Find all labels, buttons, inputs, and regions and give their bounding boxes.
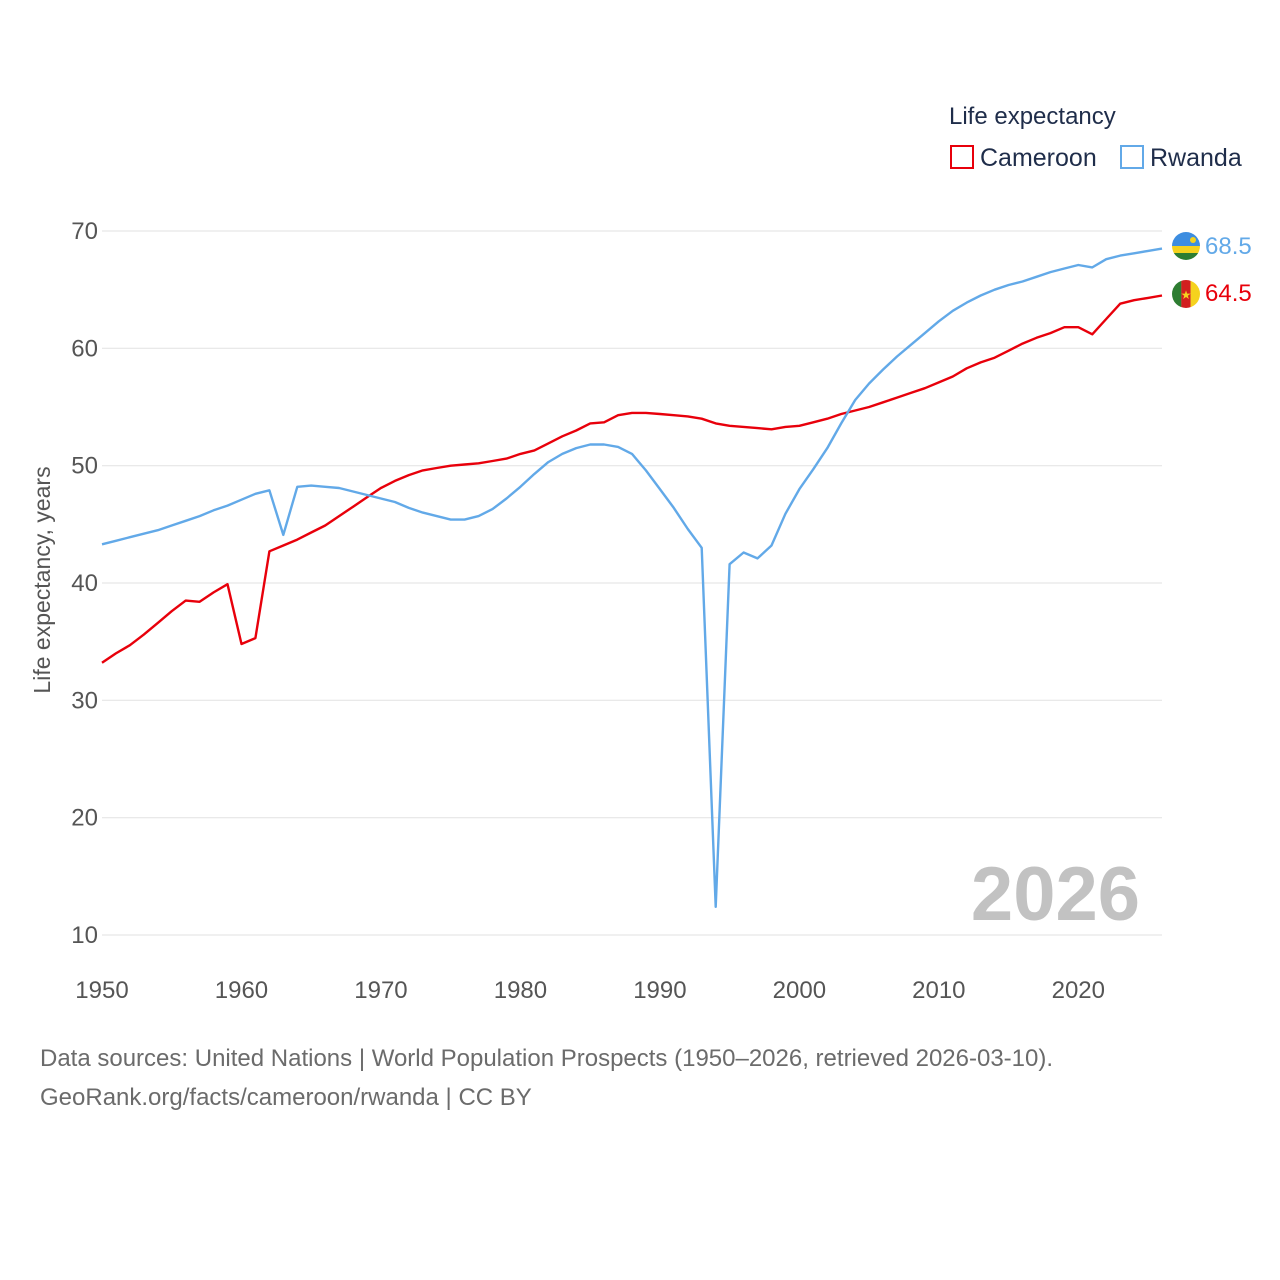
current-year-watermark: 2026: [971, 852, 1140, 937]
svg-text:★: ★: [1181, 288, 1192, 302]
x-tick-label: 1960: [215, 977, 268, 1004]
legend-title: Life expectancy: [949, 103, 1116, 130]
legend-swatch-cameroon[interactable]: [950, 145, 974, 169]
cameroon-end-value: 64.5: [1205, 280, 1252, 307]
x-axis-ticks: 1950 1960 1970 1980 1990 2000 2010 2020: [75, 977, 1105, 1004]
x-tick-label: 2010: [912, 977, 965, 1004]
y-axis-title: Life expectancy, years: [29, 466, 55, 693]
legend-label-cameroon[interactable]: Cameroon: [980, 144, 1097, 172]
y-tick-label: 30: [71, 687, 98, 714]
x-tick-label: 2020: [1052, 977, 1105, 1004]
x-tick-label: 1990: [633, 977, 686, 1004]
y-tick-label: 20: [71, 805, 98, 832]
y-tick-label: 10: [71, 922, 98, 949]
y-tick-label: 50: [71, 453, 98, 480]
series-lines: [101, 247, 1163, 908]
rwanda-line[interactable]: [101, 247, 1163, 908]
credit-link[interactable]: GeoRank.org/facts/cameroon/rwanda | CC B…: [40, 1084, 532, 1111]
legend-label-rwanda[interactable]: Rwanda: [1150, 144, 1242, 172]
gridlines: [102, 230, 1162, 936]
y-tick-label: 70: [71, 218, 98, 245]
cameroon-line[interactable]: [101, 294, 1163, 664]
x-tick-label: 1950: [75, 977, 128, 1004]
x-tick-label: 1970: [354, 977, 407, 1004]
x-tick-label: 1980: [494, 977, 547, 1004]
y-axis-ticks: 10 20 30 40 50 60 70: [71, 218, 98, 949]
y-tick-label: 40: [71, 570, 98, 597]
legend-swatch-rwanda[interactable]: [1120, 145, 1144, 169]
data-source-note: Data sources: United Nations | World Pop…: [40, 1045, 1054, 1072]
cameroon-flag-icon: ★: [1172, 280, 1200, 308]
x-tick-label: 2000: [773, 977, 826, 1004]
legend: Life expectancy Cameroon Rwanda: [949, 103, 1242, 172]
y-tick-label: 60: [71, 335, 98, 362]
rwanda-flag-icon: [1172, 232, 1200, 260]
rwanda-end-value: 68.5: [1205, 233, 1252, 260]
